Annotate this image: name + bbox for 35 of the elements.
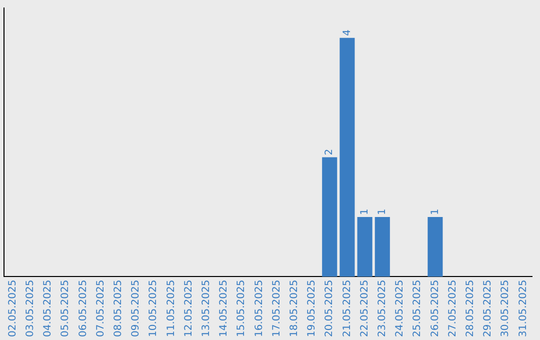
x-tick-label: 27.05.2025	[447, 280, 458, 338]
x-tick-label: 21.05.2025	[342, 280, 353, 338]
x-tick-label: 12.05.2025	[183, 280, 194, 338]
x-tick-label: 14.05.2025	[218, 280, 230, 338]
data-label: 1	[376, 208, 388, 216]
x-tick-label: 30.05.2025	[500, 280, 512, 338]
x-tick-label: 10.05.2025	[148, 280, 160, 338]
x-tick-label: 07.05.2025	[95, 280, 106, 338]
x-tick-label: 11.05.2025	[166, 280, 177, 338]
x-tick-label: 25.05.2025	[412, 280, 424, 338]
x-tick-label: 05.05.2025	[60, 280, 72, 338]
x-tick-label: 16.05.2025	[254, 280, 265, 338]
x-tick-label: 03.05.2025	[24, 280, 36, 338]
x-tick-label: 19.05.2025	[306, 280, 318, 338]
x-tick-label: 31.05.2025	[518, 280, 529, 338]
x-tick-label: 06.05.2025	[78, 280, 89, 338]
x-tick-label: 18.05.2025	[288, 280, 300, 338]
x-tick-label: 15.05.2025	[236, 280, 248, 338]
x-tick-label: 24.05.2025	[394, 280, 406, 338]
x-tick-label: 02.05.2025	[7, 280, 18, 338]
data-label: 1	[359, 208, 370, 216]
data-label: 1	[430, 208, 441, 216]
data-label: 4	[342, 29, 353, 36]
x-tick-label: 26.05.2025	[430, 280, 441, 338]
x-tick-label: 04.05.2025	[42, 280, 54, 338]
data-label: 2	[324, 148, 336, 156]
x-tick-label: 17.05.2025	[271, 280, 282, 338]
x-tick-label: 22.05.2025	[359, 280, 370, 338]
x-tick-label: 13.05.2025	[200, 280, 212, 338]
x-tick-label: 09.05.2025	[130, 280, 142, 338]
x-tick-label: 28.05.2025	[464, 280, 476, 338]
x-tick-label: 08.05.2025	[112, 280, 124, 338]
x-tick-label: 29.05.2025	[482, 280, 494, 338]
x-tick-label: 23.05.2025	[376, 280, 388, 338]
x-tick-label: 20.05.2025	[324, 280, 336, 338]
